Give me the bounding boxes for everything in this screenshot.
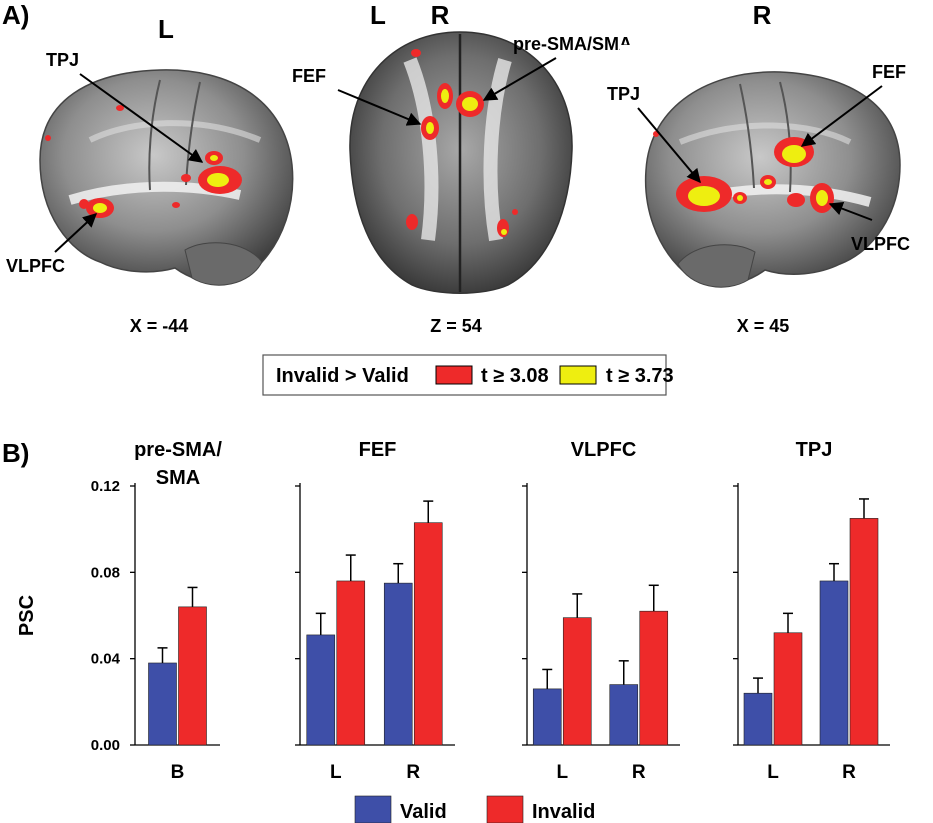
arrow-fef-dorsal: [337, 89, 422, 126]
coordinate-dorsal-view: Z = 54: [430, 316, 482, 336]
legend-label-invalid: Invalid: [532, 801, 595, 823]
legend-swatch-valid: [354, 795, 392, 823]
bar-valid: [383, 582, 413, 746]
legend-contrast-label: Invalid > Valid: [276, 365, 409, 387]
x-category-label: B: [171, 762, 185, 783]
region-label-fef-right: FEF: [872, 62, 906, 82]
x-category-label: R: [406, 762, 420, 783]
region-label-fef-dorsal: FEF: [292, 66, 326, 86]
bar-invalid: [639, 610, 669, 746]
x-category-label: L: [556, 762, 568, 783]
bar-invalid: [178, 606, 207, 746]
y-tick-label: 0.12: [91, 478, 120, 495]
hemi-label-dorsal-right: R: [431, 0, 450, 30]
brain-dorsal: [340, 25, 580, 300]
bar-invalid: [773, 632, 803, 746]
threshold-legend: Invalid > Valid t ≥ 3.08 t ≥ 3.73: [262, 354, 674, 396]
arrow-vlpfc-left: [54, 213, 98, 253]
hemi-label-dorsal-left: L: [370, 0, 386, 30]
brain-left-lateral: [18, 45, 300, 290]
arrow-tpj-right: [637, 107, 701, 184]
bar-invalid: [562, 617, 592, 746]
bar-valid: [609, 684, 639, 746]
x-category-label: L: [330, 762, 342, 783]
y-axis-label: PSC: [16, 595, 38, 636]
bar-valid: [532, 688, 562, 746]
hemi-label-left-view: L: [158, 14, 174, 44]
bar-valid: [306, 634, 336, 746]
hemi-label-right-view: R: [753, 0, 772, 30]
legend-swatch-high-threshold: [559, 365, 597, 385]
arrow-tpj-left: [79, 73, 204, 163]
coordinate-right-view: X = 45: [737, 316, 790, 336]
brain-right-lateral: [620, 45, 920, 295]
arrow-presma-dorsal: [482, 57, 557, 101]
group-title: SMA: [156, 467, 200, 489]
group-title: FEF: [359, 439, 397, 461]
bar-charts: PSC 0.00 0.04 0.08 0.12 pre-SMA/SMA B FEF L R VLPF…: [16, 439, 890, 823]
panel-b-label: B): [2, 438, 29, 468]
legend-swatch-low-threshold: [435, 365, 473, 385]
region-label-presma-dorsal: pre-SMA/SMA: [513, 34, 632, 54]
y-tick-label: 0.08: [91, 564, 120, 581]
region-label-vlpfc-right: VLPFC: [851, 234, 910, 254]
x-category-label: R: [842, 762, 856, 783]
bar-valid: [819, 580, 849, 746]
x-category-label: R: [632, 762, 646, 783]
group-title: TPJ: [796, 439, 833, 461]
coordinate-left-view: X = -44: [130, 316, 189, 336]
group-title: VLPFC: [571, 439, 637, 461]
region-label-tpj-left: TPJ: [46, 50, 79, 70]
x-category-label: L: [767, 762, 779, 783]
arrow-fef-right: [800, 85, 883, 147]
bar-valid: [148, 662, 177, 746]
region-label-vlpfc-left: VLPFC: [6, 256, 65, 276]
bar-invalid: [849, 518, 879, 746]
legend-swatch-invalid: [486, 795, 524, 823]
bar-invalid: [336, 580, 366, 746]
arrow-vlpfc-right: [828, 201, 873, 221]
region-label-tpj-right: TPJ: [607, 84, 640, 104]
legend-low-threshold-label: t ≥ 3.08: [481, 365, 549, 387]
y-tick-label: 0.00: [91, 737, 120, 754]
legend-high-threshold-label: t ≥ 3.73: [606, 365, 674, 387]
legend-label-valid: Valid: [400, 801, 447, 823]
bar-invalid: [413, 522, 443, 746]
group-title: pre-SMA/: [134, 439, 222, 461]
bar-valid: [743, 692, 773, 746]
panel-a-label: A): [2, 0, 29, 30]
y-tick-label: 0.04: [91, 651, 121, 668]
